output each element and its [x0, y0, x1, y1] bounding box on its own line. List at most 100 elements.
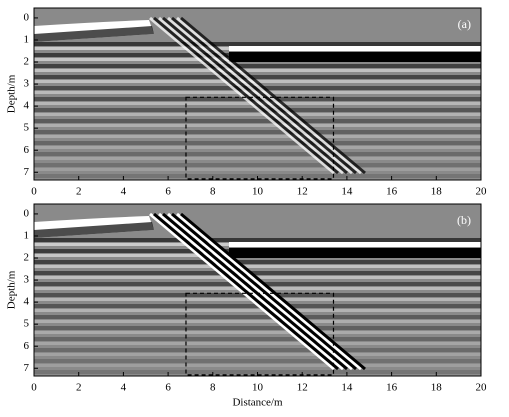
x-tick-label: 14: [341, 186, 353, 198]
x-tick-label: 12: [297, 382, 308, 394]
y-axis-label: Depth/m: [6, 270, 18, 309]
diagonal-dark: [162, 212, 348, 371]
y-tick-label: 6: [24, 340, 30, 352]
diagonal-dark: [153, 16, 339, 175]
x-tick-label: 18: [431, 186, 443, 198]
diagonal-light: [167, 16, 353, 175]
y-tick-label: 5: [24, 122, 30, 134]
stripe-dark: [34, 75, 481, 79]
x-axis-label: Distance/m: [232, 397, 283, 409]
stripe-dark: [34, 337, 481, 341]
x-tick-label: 12: [297, 186, 308, 198]
stripe-dark: [34, 130, 481, 134]
stripe-light: [34, 124, 481, 127]
stripe-dark: [34, 141, 481, 145]
y-tick-label: 4: [24, 296, 30, 308]
stripe-dark: [34, 119, 481, 123]
panel-annotation: (b): [457, 213, 471, 227]
stripe-light: [34, 364, 481, 367]
stripe-dark: [34, 348, 481, 352]
image-area: [34, 8, 481, 180]
y-tick-label: 2: [24, 56, 30, 68]
x-tick-label: 0: [31, 382, 37, 394]
stripe-light: [34, 353, 481, 356]
x-tick-label: 8: [210, 186, 216, 198]
diagonal-dark: [171, 212, 357, 371]
y-tick-label: 1: [24, 230, 30, 242]
stripe-dark: [34, 260, 481, 264]
right-reflector: [229, 248, 481, 258]
stripe-dark: [34, 86, 481, 90]
y-tick-label: 6: [24, 144, 30, 156]
y-tick-label: 5: [24, 318, 30, 330]
right-reflector: [229, 52, 481, 62]
y-axis-label: Depth/m: [6, 74, 18, 113]
y-tick-label: 1: [24, 34, 30, 46]
dashed-box: [185, 292, 335, 376]
top-reflector-dark: [34, 222, 154, 238]
stripe-dark: [34, 152, 481, 156]
stripe-light: [34, 113, 481, 116]
x-tick-label: 0: [31, 186, 37, 198]
x-tick-label: 20: [476, 382, 488, 394]
diagonal-light: [176, 212, 362, 371]
diagonal-light: [176, 16, 362, 175]
dashed-box: [185, 96, 335, 180]
diagonal-light: [149, 16, 335, 175]
stripe-dark: [34, 238, 481, 242]
stripe-light: [34, 320, 481, 323]
x-tick-label: 10: [252, 382, 264, 394]
y-tick-label: 2: [24, 252, 30, 264]
stripe-dark: [34, 315, 481, 319]
stripe-dark: [34, 359, 481, 363]
diagonal-dark: [153, 212, 339, 371]
stripe-dark: [34, 326, 481, 330]
stripe-light: [34, 69, 481, 72]
x-tick-label: 8: [210, 382, 216, 394]
diagonal-dark: [180, 212, 366, 371]
y-tick-label: 3: [24, 274, 30, 286]
x-tick-label: 6: [165, 382, 171, 394]
x-tick-label: 14: [341, 382, 353, 394]
stripe-light: [34, 265, 481, 268]
right-reflector-light: [229, 46, 481, 51]
diagonal-light: [158, 16, 344, 175]
diagonal-light: [149, 212, 335, 371]
x-tick-label: 18: [431, 382, 443, 394]
y-tick-label: 0: [24, 207, 30, 219]
x-tick-label: 16: [386, 186, 398, 198]
stripe-light: [34, 168, 481, 171]
stripe-light: [34, 157, 481, 160]
diagonal-light: [167, 212, 353, 371]
panel-annotation: (a): [458, 17, 471, 31]
x-tick-label: 10: [252, 186, 264, 198]
diagonal-dark: [162, 16, 348, 175]
y-tick-label: 0: [24, 11, 30, 23]
diagonal-dark: [180, 16, 366, 175]
stripe-dark: [34, 271, 481, 275]
stripe-light: [34, 135, 481, 138]
stripe-dark: [34, 64, 481, 68]
x-tick-label: 4: [121, 186, 127, 198]
stripe-dark: [34, 42, 481, 46]
diagonal-dark: [171, 16, 357, 175]
top-reflector-dark: [34, 26, 154, 42]
x-tick-label: 6: [165, 186, 171, 198]
stripe-dark: [34, 282, 481, 286]
x-tick-label: 20: [476, 186, 488, 198]
x-tick-label: 16: [386, 382, 398, 394]
y-tick-label: 4: [24, 100, 30, 112]
y-tick-label: 7: [24, 362, 30, 374]
stripe-dark: [34, 163, 481, 167]
image-area: [34, 204, 481, 376]
x-tick-label: 2: [76, 382, 82, 394]
diagonal-light: [158, 212, 344, 371]
y-tick-label: 7: [24, 166, 30, 178]
stripe-light: [34, 342, 481, 345]
stripe-light: [34, 331, 481, 334]
x-tick-label: 4: [121, 382, 127, 394]
y-tick-label: 3: [24, 78, 30, 90]
stripe-light: [34, 309, 481, 312]
stripe-light: [34, 146, 481, 149]
